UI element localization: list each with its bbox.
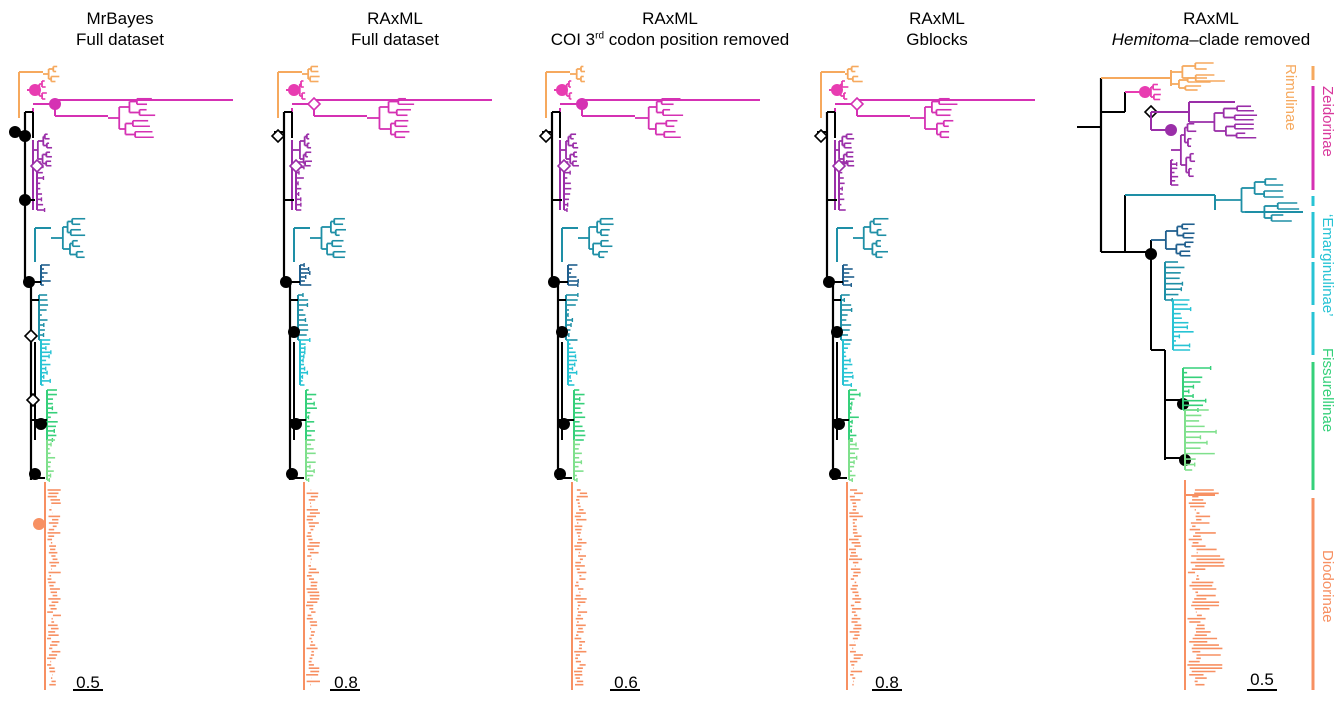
node-support-dot [33, 518, 45, 530]
node-support-diamond [23, 328, 39, 344]
clade-label-rimulinae: Rimulinae [1282, 64, 1299, 131]
panel-title-line1: RAxML [367, 9, 423, 28]
node-support-diamond [25, 392, 41, 408]
panel-title-line2: COI 3rd codon position removed [520, 29, 820, 50]
node-support-dot [548, 276, 560, 288]
node-support-diamond [29, 158, 45, 174]
clade-label-fissurellinae: Fissurellinae [1319, 348, 1336, 433]
node-support-dot [556, 84, 568, 96]
node-support-dot [576, 98, 588, 110]
panel-title-line2: Hemitoma–clade removed [1080, 29, 1342, 50]
panel-title-line2: Full dataset [351, 30, 439, 49]
node-support-diamond [831, 158, 847, 174]
panel-title-raxml-full: RAxML Full dataset [320, 8, 470, 50]
node-support-dot [290, 418, 302, 430]
node-support-dot [29, 468, 41, 480]
node-support-diamond [538, 128, 554, 144]
node-support-dot [823, 276, 835, 288]
panel-title-line1: MrBayes [86, 9, 154, 28]
node-support-dot [280, 276, 292, 288]
node-support-dot [288, 84, 300, 96]
node-support-dot [9, 126, 21, 138]
node-support-dot [19, 130, 31, 142]
clade-label-diodorinae: Diodorinae [1319, 550, 1336, 623]
node-support-diamond [306, 96, 322, 112]
node-support-dot [286, 468, 298, 480]
node-support-diamond [270, 128, 286, 144]
node-support-diamond [288, 158, 304, 174]
panel-title-line1: RAxML [909, 9, 965, 28]
panel-title-line1: RAxML [642, 9, 698, 28]
title-italic-genus: Hemitoma [1111, 30, 1190, 49]
node-support-dot [829, 468, 841, 480]
node-support-dot [23, 276, 35, 288]
clade-label-zeidorinae: Zeidorinae [1319, 86, 1336, 157]
node-support-diamond [813, 128, 829, 144]
panel-title-raxml-hemitoma: RAxML Hemitoma–clade removed [1080, 8, 1342, 50]
panel-title-raxml-gblocks: RAxML Gblocks [862, 8, 1012, 50]
node-support-dot [831, 326, 843, 338]
panel-title-line2: Gblocks [906, 30, 968, 49]
scale-bar-label: 0.5 [76, 673, 100, 692]
title-text-post: –clade removed [1189, 30, 1311, 49]
scale-bar-label: 0.8 [875, 673, 899, 692]
scale-bar-label: 0.8 [334, 673, 358, 692]
scale-bar-label: 0.5 [1250, 670, 1274, 689]
node-support-dot [558, 418, 570, 430]
node-support-dot [554, 468, 566, 480]
panel-title-raxml-coi: RAxML COI 3rd codon position removed [520, 8, 820, 50]
panel-title-line2: Full dataset [76, 30, 164, 49]
title-text-pre: COI 3 [550, 30, 596, 49]
title-superscript: rd [595, 30, 605, 42]
title-text-post: codon position removed [604, 30, 790, 49]
scale-bar-label: 0.6 [614, 673, 638, 692]
node-support-dot [831, 84, 843, 96]
panel-title-mrbayes: MrBayes Full dataset [45, 8, 195, 50]
node-support-dot [49, 98, 61, 110]
node-support-diamond [556, 158, 572, 174]
node-support-dot [1139, 86, 1151, 98]
node-support-dot [833, 418, 845, 430]
clade-label-emarginulinae: ‘Emarginulinae’ [1319, 214, 1336, 317]
node-support-dot [288, 326, 300, 338]
node-support-dot [19, 194, 31, 206]
node-support-dot [1165, 124, 1177, 136]
panel-title-line1: RAxML [1183, 9, 1239, 28]
node-support-dot [29, 84, 41, 96]
node-support-dot [35, 418, 47, 430]
node-support-dot [556, 326, 568, 338]
node-support-diamond [849, 96, 865, 112]
